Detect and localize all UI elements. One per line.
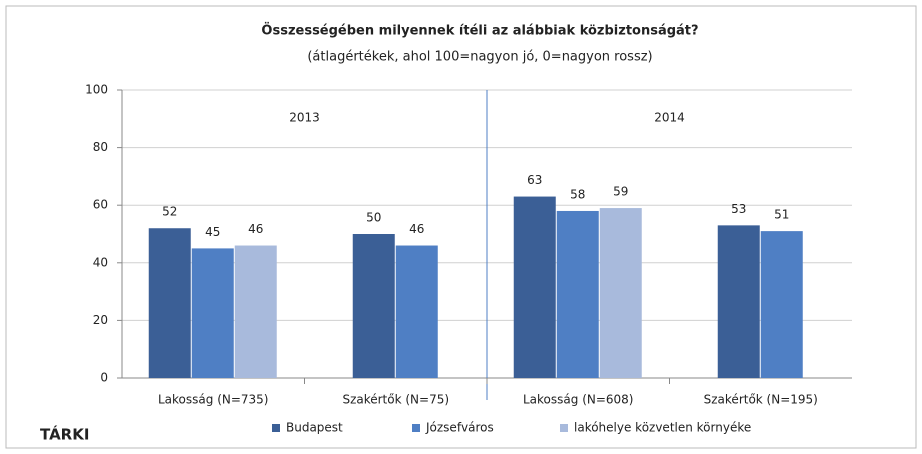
data-label: 52 [162,205,177,219]
chart-title: Összességében milyennek ítéli az alábbia… [261,23,698,39]
data-label: 58 [570,187,585,201]
legend-swatch [272,424,280,432]
chart-subtitle: (átlagértékek, ahol 100=nagyon jó, 0=nag… [307,50,652,65]
annotation: 2014 [654,111,685,125]
y-tick-label: 40 [93,255,108,269]
y-tick-label: 80 [93,140,108,154]
bar [513,196,556,378]
x-tick-label: Lakosság (N=735) [158,393,269,407]
frame [5,5,917,449]
legend-swatch [560,424,568,432]
y-tick-label: 0 [100,371,108,385]
bar [599,208,642,378]
bar [717,225,760,378]
bar [148,228,191,378]
logo: TÁRKI [40,425,89,444]
legend-label: lakóhelye közvetlen környéke [574,421,751,435]
data-label: 50 [366,211,381,225]
data-label: 59 [613,185,628,199]
x-tick-label: Szakértők (N=195) [704,393,818,407]
bar [352,234,395,378]
data-label: 45 [205,225,220,239]
data-label: 46 [409,222,424,236]
x-tick-label: Lakosság (N=608) [523,393,634,407]
annotation: 2013 [289,111,320,125]
legend-swatch [412,424,420,432]
y-tick-label: 60 [93,198,108,212]
y-tick-label: 100 [85,83,108,97]
data-label: 53 [731,202,746,216]
y-tick-label: 20 [93,313,108,327]
bar [395,245,438,378]
data-label: 46 [248,222,263,236]
bar [234,245,277,378]
bar [556,210,599,378]
data-label: 51 [774,208,789,222]
data-label: 63 [527,173,542,187]
x-tick-label: Szakértők (N=75) [342,393,449,407]
bar [760,231,803,378]
legend-label: Józsefváros [425,421,494,435]
legend-label: Budapest [286,421,343,435]
bar [191,248,234,378]
